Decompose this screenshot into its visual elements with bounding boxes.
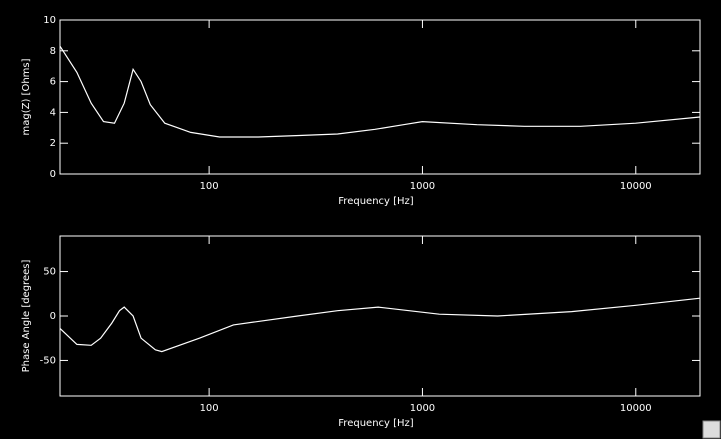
y-axis-label: mag(Z) [Ohms] [21, 58, 32, 135]
y-tick-label: 2 [50, 138, 56, 149]
y-tick-label: 8 [50, 46, 56, 57]
x-axis-label: Frequency [Hz] [338, 418, 414, 429]
x-tick-label: 10000 [620, 403, 652, 414]
x-tick-label: 100 [200, 403, 219, 414]
y-tick-label: 6 [50, 77, 56, 88]
line [59, 45, 701, 138]
y-tick-label: -50 [40, 355, 56, 366]
x-axis-label: Frequency [Hz] [338, 196, 414, 207]
x-tick-label: 1000 [410, 181, 435, 192]
y-tick-label: 0 [50, 311, 56, 322]
x-tick-label: 10000 [620, 181, 652, 192]
y-tick-label: 0 [50, 169, 56, 180]
y-tick-label: 10 [43, 15, 56, 26]
axis-box [59, 19, 701, 175]
x-tick-label: 100 [200, 181, 219, 192]
resize-grip[interactable] [702, 420, 721, 439]
y-axis-label: Phase Angle [degrees] [21, 260, 32, 373]
y-tick-label: 4 [50, 107, 56, 118]
x-tick-label: 1000 [410, 403, 435, 414]
line [59, 297, 701, 353]
y-tick-label: 50 [43, 267, 56, 278]
